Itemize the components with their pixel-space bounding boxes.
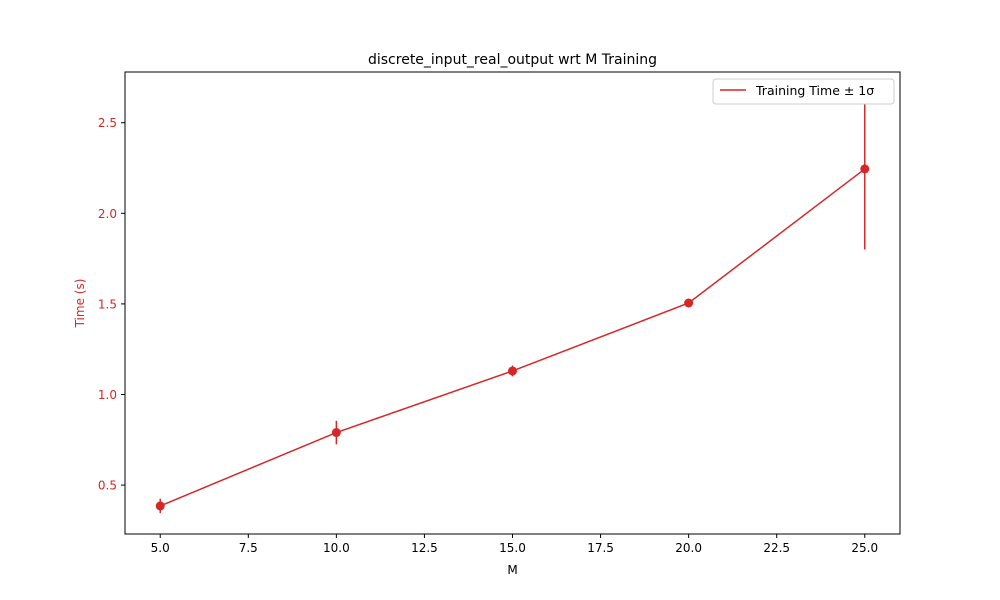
chart-title: discrete_input_real_output wrt M Trainin… <box>368 52 657 68</box>
y-tick-label: 1.5 <box>98 297 117 311</box>
x-tick-label: 10.0 <box>323 541 350 555</box>
x-tick-label: 5.0 <box>151 541 170 555</box>
x-tick-label: 22.5 <box>763 541 790 555</box>
y-tick-label: 1.0 <box>98 388 117 402</box>
x-tick-label: 17.5 <box>587 541 614 555</box>
x-tick-label: 15.0 <box>499 541 526 555</box>
y-axis-ticks: 0.5 1.0 1.5 2.0 2.5 <box>98 116 125 493</box>
x-tick-label: 25.0 <box>851 541 878 555</box>
axes-frame <box>124 71 901 535</box>
x-tick-label: 20.0 <box>675 541 702 555</box>
legend: Training Time ± 1σ <box>712 78 895 105</box>
y-tick-label: 2.5 <box>98 116 117 130</box>
data-point <box>155 501 165 511</box>
data-point <box>508 366 517 376</box>
data-point <box>860 164 870 174</box>
y-axis-label: Time (s) <box>73 279 87 329</box>
y-tick-label: 0.5 <box>98 479 117 493</box>
x-tick-label: 7.5 <box>239 541 258 555</box>
y-tick-label: 2.0 <box>98 207 117 221</box>
x-tick-label: 12.5 <box>411 541 438 555</box>
x-axis-ticks: 5.0 7.5 10.0 12.5 15.0 17.5 20.0 22.5 25.0 <box>151 534 878 555</box>
legend-box <box>712 78 895 105</box>
data-point <box>684 298 694 308</box>
legend-label: Training Time ± 1σ <box>755 83 874 98</box>
plot-area <box>155 88 870 514</box>
x-axis-label: M <box>507 563 517 577</box>
data-point <box>331 428 341 438</box>
